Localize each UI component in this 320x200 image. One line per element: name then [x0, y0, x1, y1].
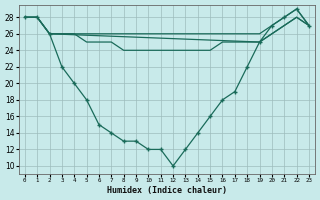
X-axis label: Humidex (Indice chaleur): Humidex (Indice chaleur) [107, 186, 227, 195]
